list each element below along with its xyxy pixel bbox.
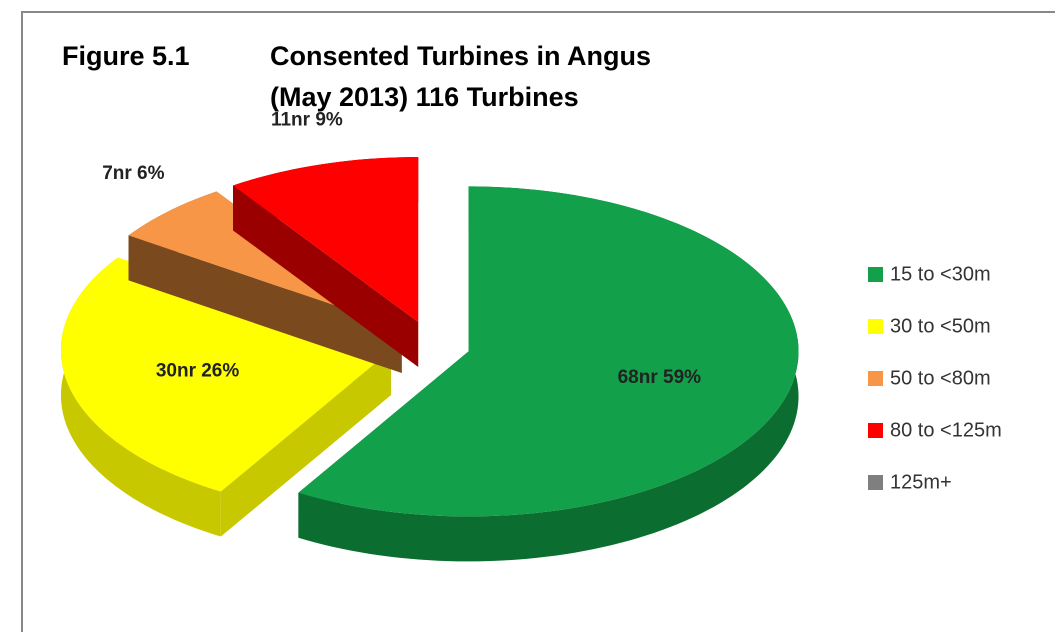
slice-side xyxy=(128,235,402,374)
slice-top xyxy=(233,157,419,323)
data-label: 30nr 26% xyxy=(156,360,240,381)
figure-label: Figure 5.1 xyxy=(62,41,190,71)
legend-swatch xyxy=(868,475,883,490)
legend-label: 50 to <80m xyxy=(890,367,991,389)
slice-wall xyxy=(60,257,221,537)
slice-top xyxy=(60,257,391,492)
legend-swatch xyxy=(868,423,883,438)
slice xyxy=(233,157,419,368)
legend-swatch xyxy=(868,371,883,386)
slice xyxy=(298,186,799,562)
data-label: 7nr 6% xyxy=(102,163,164,184)
legend-label: 30 to <50m xyxy=(890,315,991,337)
slice-side xyxy=(233,185,419,368)
slice-top xyxy=(298,186,799,517)
slice-side xyxy=(220,350,391,537)
legend-swatch xyxy=(868,267,883,282)
legend-label: 15 to <30m xyxy=(890,263,991,285)
data-label: 68nr 59% xyxy=(618,367,702,388)
chart-title: Consented Turbines in Angus xyxy=(270,41,651,71)
chart-title: (May 2013) 116 Turbines xyxy=(270,82,579,112)
data-label: 11nr 9% xyxy=(271,110,343,131)
legend-label: 80 to <125m xyxy=(890,419,1002,441)
slice-wall xyxy=(298,186,799,562)
legend-label: 125m+ xyxy=(890,471,952,493)
legend-swatch xyxy=(868,319,883,334)
